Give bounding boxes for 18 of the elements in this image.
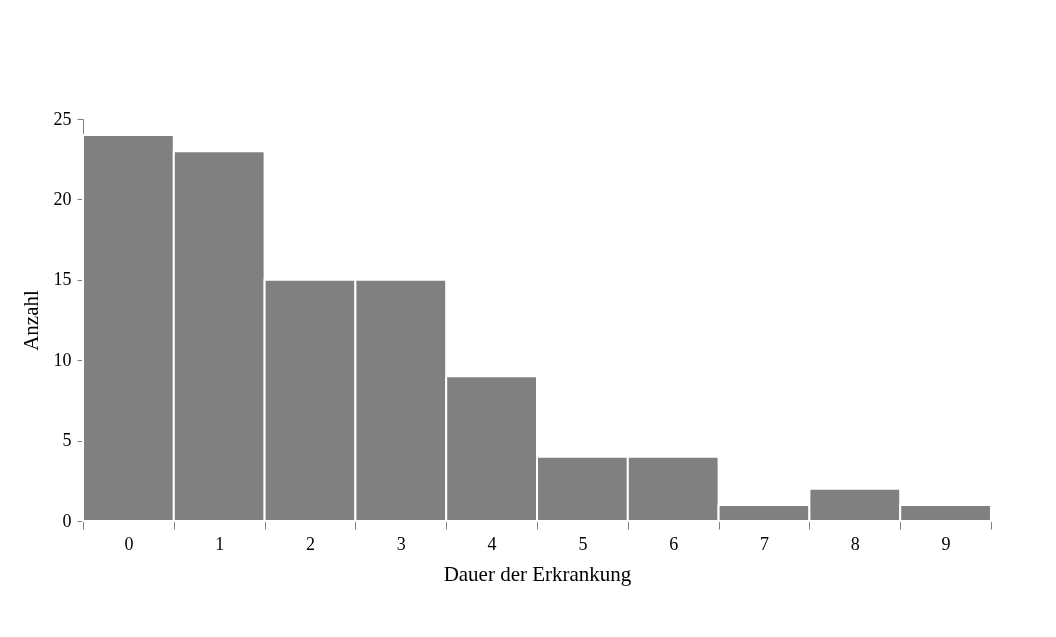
x-axis-title: Dauer der Erkrankung <box>443 561 632 586</box>
x-tick-label: 6 <box>669 533 679 554</box>
x-tick-label: 0 <box>124 533 134 554</box>
x-tick-label: 7 <box>760 533 769 554</box>
y-tick-label: 20 <box>53 188 72 209</box>
x-tick-label: 8 <box>850 533 860 554</box>
x-tick-label: 9 <box>941 533 951 554</box>
x-tick-label: 4 <box>487 533 497 554</box>
y-tick-label: 5 <box>62 430 72 451</box>
x-tick-label: 5 <box>578 533 588 554</box>
x-tick-label: 2 <box>306 533 315 554</box>
y-tick-label: 0 <box>62 510 72 531</box>
x-tick-label: 1 <box>215 533 225 554</box>
y-axis-title: Anzahl <box>18 290 43 351</box>
x-tick-label: 3 <box>396 533 406 554</box>
y-tick-label: 25 <box>53 108 72 129</box>
y-tick-label: 10 <box>53 349 72 370</box>
y-tick-label: 15 <box>53 269 72 290</box>
